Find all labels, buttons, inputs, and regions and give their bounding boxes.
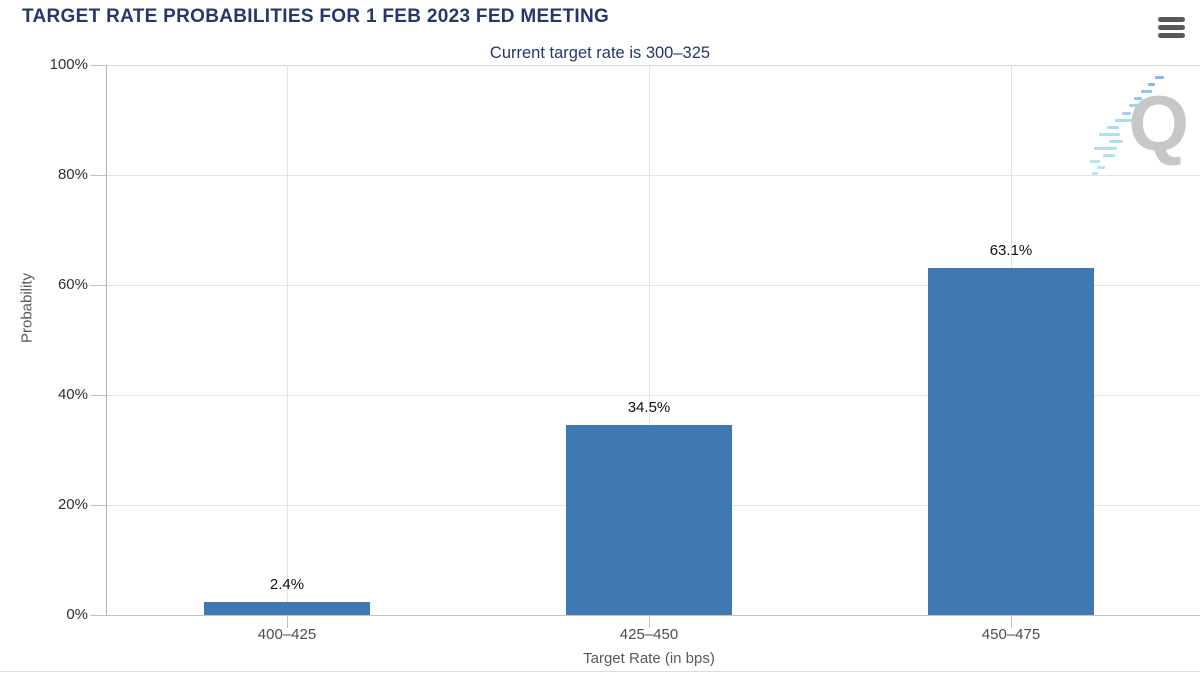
y-axis-tick <box>90 175 106 176</box>
y-axis-tick <box>90 395 106 396</box>
bar-value-label: 2.4% <box>269 575 305 593</box>
y-tick-label: 0% <box>66 606 88 623</box>
y-axis-tick <box>90 615 106 616</box>
x-gridline <box>649 65 650 615</box>
chart-subtitle: Current target rate is 300–325 <box>489 44 711 62</box>
hamburger-menu-icon <box>1158 33 1185 38</box>
y-gridline <box>106 285 1200 286</box>
x-axis-tick <box>1011 615 1012 628</box>
hamburger-menu-icon <box>1158 17 1185 22</box>
hamburger-menu-icon <box>1158 25 1185 30</box>
x-category-label: 450–475 <box>981 626 1041 643</box>
bottom-divider <box>0 671 1200 672</box>
probability-bar[interactable] <box>204 601 370 615</box>
y-gridline <box>106 65 1200 66</box>
probability-bar[interactable] <box>566 425 732 615</box>
y-tick-label: 20% <box>57 496 88 513</box>
y-axis-tick <box>90 65 106 66</box>
y-axis-line <box>106 65 107 615</box>
y-tick-label: 80% <box>57 166 88 183</box>
y-gridline <box>106 615 1200 616</box>
y-gridline <box>106 175 1200 176</box>
x-category-label: 400–425 <box>257 626 317 643</box>
hamburger-menu-button[interactable] <box>1158 17 1186 39</box>
y-axis-tick <box>90 505 106 506</box>
page-title: TARGET RATE PROBABILITIES FOR 1 FEB 2023… <box>22 6 610 27</box>
x-category-label: 425–450 <box>619 626 679 643</box>
y-tick-label: 100% <box>49 56 88 73</box>
y-axis-tick <box>90 285 106 286</box>
x-axis-tick <box>649 615 650 628</box>
x-gridline <box>287 65 288 615</box>
probability-bar[interactable] <box>928 267 1094 615</box>
bar-value-label: 34.5% <box>627 399 671 417</box>
bar-value-label: 63.1% <box>989 241 1033 259</box>
y-tick-label: 40% <box>57 386 88 403</box>
x-axis-tick <box>287 615 288 628</box>
y-gridline <box>106 395 1200 396</box>
x-axis-title: Target Rate (in bps) <box>583 650 715 667</box>
y-tick-label: 60% <box>57 276 88 293</box>
